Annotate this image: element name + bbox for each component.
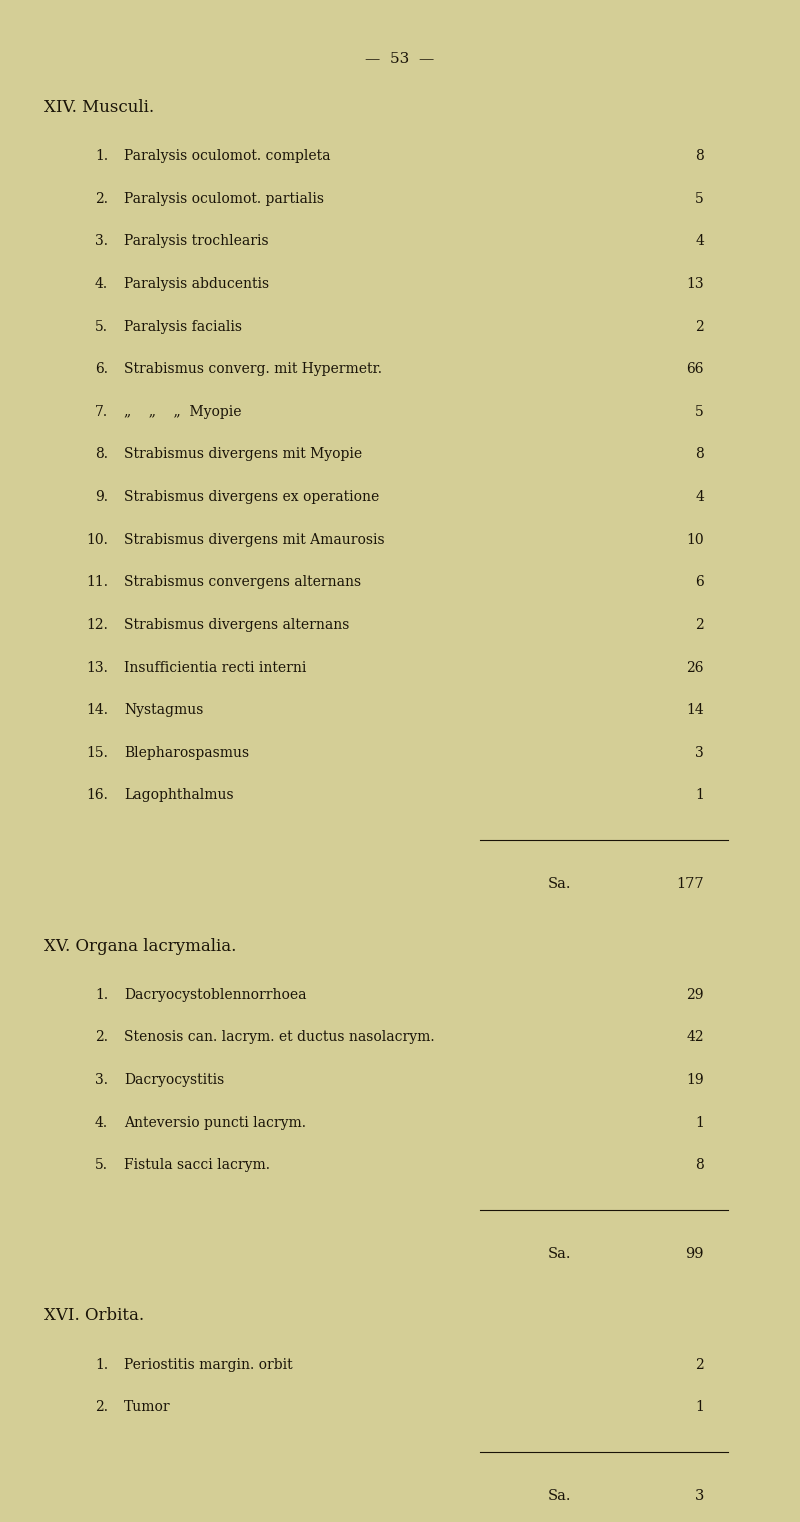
Text: 13: 13 [686, 277, 704, 291]
Text: 1: 1 [695, 1116, 704, 1129]
Text: 2.: 2. [95, 1030, 108, 1044]
Text: 16.: 16. [86, 788, 108, 802]
Text: Strabismus divergens mit Myopie: Strabismus divergens mit Myopie [124, 447, 362, 461]
Text: 14: 14 [686, 703, 704, 717]
Text: 5.: 5. [95, 320, 108, 333]
Text: 1: 1 [695, 1400, 704, 1414]
Text: 1.: 1. [95, 988, 108, 1001]
Text: 4.: 4. [95, 277, 108, 291]
Text: 14.: 14. [86, 703, 108, 717]
Text: 2.: 2. [95, 1400, 108, 1414]
Text: 1.: 1. [95, 149, 108, 163]
Text: Dacryocystoblennorrhoea: Dacryocystoblennorrhoea [124, 988, 306, 1001]
Text: 29: 29 [686, 988, 704, 1001]
Text: Stenosis can. lacrym. et ductus nasolacrym.: Stenosis can. lacrym. et ductus nasolacr… [124, 1030, 434, 1044]
Text: 7.: 7. [95, 405, 108, 419]
Text: 12.: 12. [86, 618, 108, 632]
Text: Strabismus divergens mit Amaurosis: Strabismus divergens mit Amaurosis [124, 533, 385, 546]
Text: 4: 4 [695, 490, 704, 504]
Text: XIV. Musculi.: XIV. Musculi. [44, 99, 154, 116]
Text: Lagophthalmus: Lagophthalmus [124, 788, 234, 802]
Text: 6.: 6. [95, 362, 108, 376]
Text: Dacryocystitis: Dacryocystitis [124, 1073, 224, 1087]
Text: 3.: 3. [95, 1073, 108, 1087]
Text: XV. Organa lacrymalia.: XV. Organa lacrymalia. [44, 938, 236, 954]
Text: 1.: 1. [95, 1358, 108, 1371]
Text: Strabismus divergens ex operatione: Strabismus divergens ex operatione [124, 490, 379, 504]
Text: 99: 99 [686, 1247, 704, 1260]
Text: Paralysis facialis: Paralysis facialis [124, 320, 242, 333]
Text: 2: 2 [695, 1358, 704, 1371]
Text: 10: 10 [686, 533, 704, 546]
Text: 2.: 2. [95, 192, 108, 205]
Text: Insufficientia recti interni: Insufficientia recti interni [124, 661, 306, 674]
Text: 2: 2 [695, 320, 704, 333]
Text: 5: 5 [695, 192, 704, 205]
Text: Paralysis abducentis: Paralysis abducentis [124, 277, 269, 291]
Text: Strabismus converg. mit Hypermetr.: Strabismus converg. mit Hypermetr. [124, 362, 382, 376]
Text: Paralysis trochlearis: Paralysis trochlearis [124, 234, 269, 248]
Text: Sa.: Sa. [548, 1489, 571, 1502]
Text: —  53  —: — 53 — [366, 52, 434, 65]
Text: 4.: 4. [95, 1116, 108, 1129]
Text: Fistula sacci lacrym.: Fistula sacci lacrym. [124, 1158, 270, 1172]
Text: 26: 26 [686, 661, 704, 674]
Text: Strabismus convergens alternans: Strabismus convergens alternans [124, 575, 361, 589]
Text: 177: 177 [676, 877, 704, 890]
Text: 6: 6 [695, 575, 704, 589]
Text: 19: 19 [686, 1073, 704, 1087]
Text: XVI. Orbita.: XVI. Orbita. [44, 1307, 144, 1324]
Text: „    „    „  Myopie: „ „ „ Myopie [124, 405, 242, 419]
Text: Anteversio puncti lacrym.: Anteversio puncti lacrym. [124, 1116, 306, 1129]
Text: 2: 2 [695, 618, 704, 632]
Text: 8.: 8. [95, 447, 108, 461]
Text: 15.: 15. [86, 746, 108, 759]
Text: Paralysis oculomot. partialis: Paralysis oculomot. partialis [124, 192, 324, 205]
Text: 5: 5 [695, 405, 704, 419]
Text: 42: 42 [686, 1030, 704, 1044]
Text: 8: 8 [695, 1158, 704, 1172]
Text: 3.: 3. [95, 234, 108, 248]
Text: 13.: 13. [86, 661, 108, 674]
Text: Paralysis oculomot. completa: Paralysis oculomot. completa [124, 149, 330, 163]
Text: Nystagmus: Nystagmus [124, 703, 203, 717]
Text: Tumor: Tumor [124, 1400, 170, 1414]
Text: 5.: 5. [95, 1158, 108, 1172]
Text: 10.: 10. [86, 533, 108, 546]
Text: 8: 8 [695, 447, 704, 461]
Text: 3: 3 [694, 1489, 704, 1502]
Text: Strabismus divergens alternans: Strabismus divergens alternans [124, 618, 350, 632]
Text: 1: 1 [695, 788, 704, 802]
Text: Blepharospasmus: Blepharospasmus [124, 746, 249, 759]
Text: Sa.: Sa. [548, 1247, 571, 1260]
Text: Sa.: Sa. [548, 877, 571, 890]
Text: Periostitis margin. orbit: Periostitis margin. orbit [124, 1358, 293, 1371]
Text: 11.: 11. [86, 575, 108, 589]
Text: 66: 66 [686, 362, 704, 376]
Text: 8: 8 [695, 149, 704, 163]
Text: 3: 3 [695, 746, 704, 759]
Text: 4: 4 [695, 234, 704, 248]
Text: 9.: 9. [95, 490, 108, 504]
